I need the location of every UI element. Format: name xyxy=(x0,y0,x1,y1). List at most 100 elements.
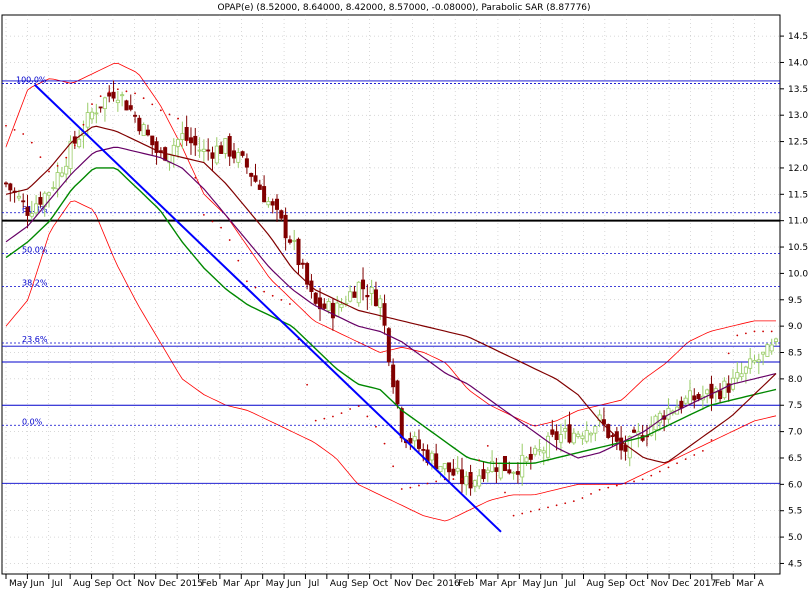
candle-body xyxy=(34,203,39,214)
candle-body xyxy=(464,475,469,486)
y-tick-label: 14.0 xyxy=(788,58,808,68)
candle-body xyxy=(657,412,662,424)
candle-body xyxy=(386,328,391,363)
candle-body xyxy=(249,172,254,177)
sar-dot xyxy=(48,170,50,173)
x-tick-label: Dec xyxy=(159,579,176,589)
sar-dot xyxy=(624,482,627,485)
candle-body xyxy=(507,469,512,474)
y-axis: 14.5 14.0 13.5 13.0 12.5 12.0 11.5 11.0 10.5 10.0… xyxy=(780,32,808,569)
sar-dot xyxy=(151,103,154,106)
candle-body xyxy=(322,303,327,309)
sar-dot xyxy=(271,294,274,297)
sar-dot xyxy=(194,176,197,179)
sar-dot xyxy=(349,408,352,410)
candle-body xyxy=(584,429,589,442)
candle-body xyxy=(756,359,761,363)
candle-body xyxy=(231,150,236,159)
candle-body xyxy=(25,206,30,216)
sar-dot xyxy=(452,478,455,480)
y-tick-label: 9.0 xyxy=(788,322,803,332)
sar-dot xyxy=(202,213,205,216)
candle-body xyxy=(687,390,692,405)
candle-body xyxy=(29,213,34,217)
candle-body xyxy=(279,210,284,219)
candle-body xyxy=(348,291,353,302)
candle-body xyxy=(722,380,727,399)
candle-body xyxy=(619,437,624,451)
candle-body xyxy=(511,471,516,474)
candle-body xyxy=(21,200,26,203)
y-tick-label: 5.5 xyxy=(788,507,802,517)
sar-dot xyxy=(39,156,42,159)
x-tick-label: Mar xyxy=(480,579,497,589)
sar-dot xyxy=(366,415,369,418)
x-tick-label: 2015 xyxy=(180,579,203,589)
candle-body xyxy=(38,197,43,205)
sar-dot xyxy=(228,239,231,241)
bollinger-bands xyxy=(5,62,777,522)
candle-body xyxy=(416,439,421,449)
candle-body xyxy=(94,112,99,115)
candle-body xyxy=(520,454,525,478)
candle-body xyxy=(214,145,219,164)
candle-body xyxy=(769,344,774,352)
candle-body xyxy=(64,165,69,175)
candle-body xyxy=(632,429,637,433)
candle-body xyxy=(606,424,611,438)
sar-dot xyxy=(710,439,713,441)
candle-body xyxy=(515,471,520,475)
fib-label: 100.0% xyxy=(16,76,47,85)
candle-body xyxy=(292,239,297,242)
sar-dot xyxy=(116,88,119,91)
candle-body xyxy=(369,286,374,294)
fib-label: 38.2% xyxy=(22,279,48,288)
sar-dot xyxy=(314,419,317,422)
candle-body xyxy=(477,475,482,487)
candle-body xyxy=(649,424,654,436)
candle-body xyxy=(133,114,138,117)
y-tick-label: 10.5 xyxy=(788,243,808,253)
candle-body xyxy=(726,383,731,393)
sar-dot xyxy=(142,97,145,100)
candle-body xyxy=(16,195,21,199)
sar-dot xyxy=(245,280,248,283)
candle-body xyxy=(180,133,185,140)
candle-body xyxy=(743,366,748,374)
sar-dot xyxy=(461,478,463,480)
candle-body xyxy=(184,127,189,141)
sar-dot xyxy=(469,473,472,476)
candle-body xyxy=(227,136,232,157)
candle-body xyxy=(429,452,434,461)
candle-body xyxy=(589,432,594,436)
sar-dot xyxy=(392,465,395,468)
sar-dot xyxy=(22,133,25,135)
candle-body xyxy=(115,99,120,104)
y-tick-label: 7.5 xyxy=(788,401,802,411)
candle-body xyxy=(382,303,387,326)
candle-body xyxy=(275,198,280,210)
candle-body xyxy=(244,158,249,168)
candle-body xyxy=(481,469,486,480)
x-tick-label: Mar xyxy=(736,579,753,589)
candle-body xyxy=(421,449,426,451)
sar-dot xyxy=(650,474,653,477)
sar-dot xyxy=(56,165,59,167)
sar-dot xyxy=(168,113,171,116)
sar-dot xyxy=(667,466,670,469)
candle-body xyxy=(300,262,305,265)
candle-body xyxy=(692,395,697,401)
candle-body xyxy=(524,457,529,463)
candle-body xyxy=(219,145,224,154)
candle-body xyxy=(494,467,499,472)
candle-body xyxy=(128,105,133,110)
candle-body xyxy=(141,124,146,136)
sar-dot xyxy=(615,484,618,487)
candle-body xyxy=(201,148,206,152)
x-tick-label: Nov xyxy=(137,579,155,589)
sar-dot xyxy=(719,395,721,398)
candle-body xyxy=(145,129,150,136)
sar-dot xyxy=(744,332,747,335)
y-tick-label: 9.5 xyxy=(788,296,802,306)
sar-dot xyxy=(91,103,93,105)
